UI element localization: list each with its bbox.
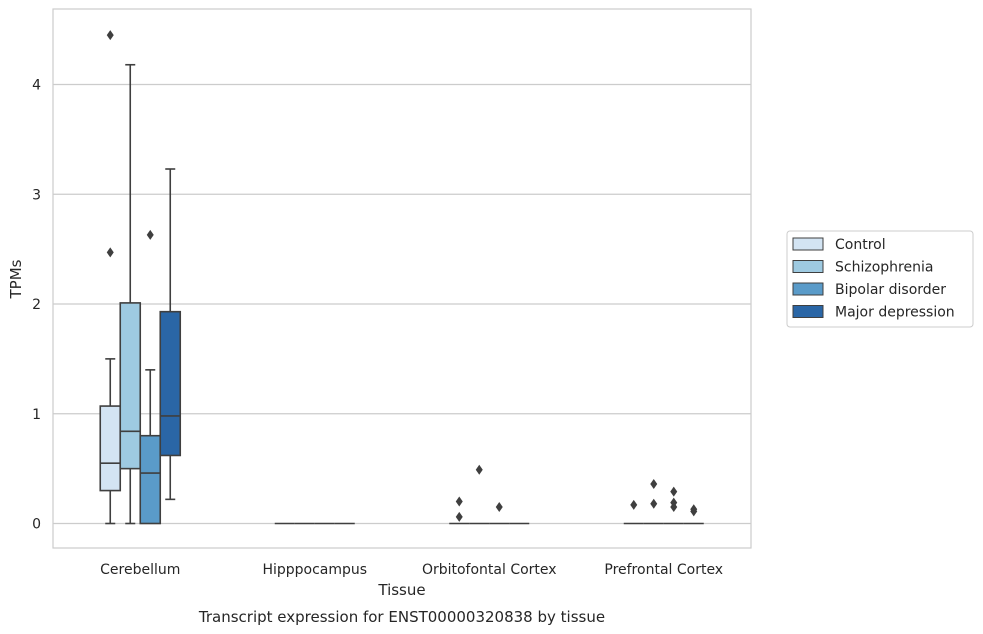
box-control-2 [449,496,470,525]
y-axis-label: TPMs [7,259,25,299]
x-tick-label: Prefrontal Cortex [604,562,723,578]
box-schizophrenia-0 [119,63,142,525]
chart-caption: Transcript expression for ENST0000032083… [198,608,605,626]
outlier-point [495,502,503,513]
legend-label: Control [835,237,886,253]
y-tick-labels: 0 1 2 3 4 [32,78,41,533]
x-tick-labels: Cerebellum Hipppocampus Orbitofontal Corte… [100,562,723,578]
boxes-layer [99,30,704,525]
outlier-point [650,478,658,489]
outlier-point [455,511,463,522]
y-tick-label: 1 [32,407,41,423]
outlier-point [650,498,658,509]
outlier-point [475,464,483,475]
legend-items: Control Schizophrenia Bipolar disorder Majo… [792,237,955,321]
x-tick-label: Cerebellum [100,562,180,578]
outlier-point [146,229,154,240]
legend-label: Bipolar disorder [835,282,946,298]
box-control-3 [623,499,644,525]
box-iqr [159,310,182,457]
legend-label: Schizophrenia [835,260,933,276]
y-tick-label: 4 [32,78,41,94]
box-schizophrenia-2 [469,464,490,525]
outlier-point [455,496,463,507]
x-tick-label: Hipppocampus [262,562,367,578]
x-tick-label: Orbitofontal Cortex [422,562,557,578]
outlier-point [106,30,114,41]
x-axis-label: Tissue [377,581,425,599]
outlier-point [670,497,678,508]
box-major-depression-0 [159,168,182,501]
box-control-0 [99,30,122,525]
box-iqr [119,302,142,470]
box-bipolar-disorder-3 [663,486,684,525]
outlier-point [630,499,638,510]
outlier-point [670,486,678,497]
legend-swatch [792,260,824,273]
outlier-point [690,504,698,515]
box-iqr [99,405,122,492]
legend-swatch [792,305,824,318]
box-bipolar-disorder-0 [139,229,162,525]
y-tick-label: 0 [32,517,41,533]
legend: Control Schizophrenia Bipolar disorder Majo… [786,230,974,328]
legend-swatch [792,282,824,296]
plot-area-frame [52,8,752,549]
y-tick-label: 3 [32,187,41,203]
legend-label: Major depression [835,305,955,321]
legend-frame [786,230,974,328]
outlier-point [106,247,114,258]
box-schizophrenia-3 [643,478,664,525]
box-major-depression-3 [683,504,704,525]
y-tick-label: 2 [32,297,41,313]
box-bipolar-disorder-2 [489,502,510,525]
box-iqr [139,434,162,525]
legend-swatch [792,237,824,251]
